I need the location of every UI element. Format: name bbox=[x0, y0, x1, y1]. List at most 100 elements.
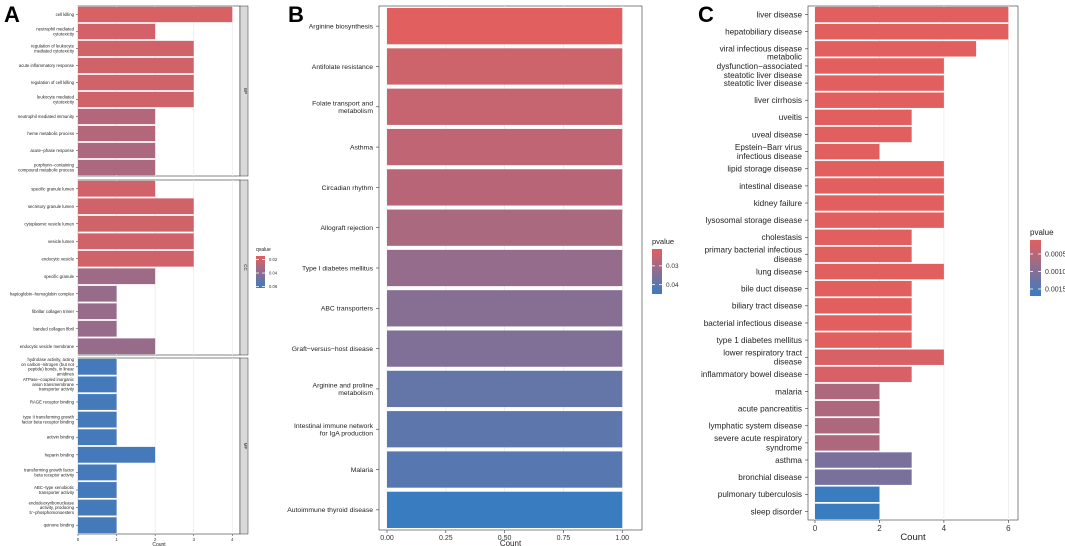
panel-a-strip-label: CC bbox=[243, 264, 248, 271]
panel-a-bar bbox=[78, 446, 156, 463]
panel-a-category-label-line: type II transforming growth bbox=[23, 415, 74, 420]
panel-a-category-label: regulation of leukocyte mediated cytotoxi… bbox=[31, 44, 75, 54]
panel-b-category-label-line: Graft−versus−host disease bbox=[292, 346, 373, 353]
panel-c-bar bbox=[815, 41, 977, 57]
panel-a-bar bbox=[78, 499, 117, 516]
panel-b-category-label-line: Antifolate resistance bbox=[312, 64, 373, 71]
panel-a-xlabel: Count bbox=[152, 542, 166, 546]
panel-a-bar bbox=[78, 268, 156, 285]
panel-c-bar bbox=[815, 143, 880, 160]
panel-c-category-label: liver cirrhosis bbox=[754, 96, 802, 105]
panel-a-category-label: endodeoxyribonuclease activity, producing… bbox=[29, 500, 75, 515]
panel-a-category-label-line: peptide) bonds, in linear bbox=[28, 367, 74, 372]
panel-a-category-label: RAGE receptor binding bbox=[30, 400, 75, 405]
panel-c-category-label: type 1 diabetes mellitus bbox=[716, 336, 802, 345]
panel-b-xlabel: Count bbox=[500, 539, 522, 546]
panel-b-category-label-line: Intestinal immune network bbox=[294, 423, 374, 430]
panel-c-category-label-line: steatotic liver disease bbox=[724, 79, 803, 88]
panel-a-bar bbox=[78, 376, 117, 393]
panel-c-category-label-line: lipid storage disease bbox=[727, 165, 802, 174]
panel-c-category-label-line: acute pancreatitis bbox=[738, 405, 802, 414]
panel-a-category-label-line: RAGE receptor binding bbox=[30, 400, 75, 405]
panel-a-strip bbox=[239, 179, 249, 356]
panel-c-category-label: lower respiratory tract disease bbox=[723, 349, 802, 367]
panel-a-xtick-label: 2 bbox=[154, 537, 157, 542]
panel-a-category-label: vesicle lumen bbox=[48, 239, 75, 244]
panel-a-legend-tick-label: 0.02 bbox=[269, 257, 278, 262]
panel-c-category-label-line: disease bbox=[774, 358, 803, 367]
panel-c-bar bbox=[815, 178, 944, 194]
panel-b-bar bbox=[387, 169, 623, 206]
panel-c-category-label: asthma bbox=[775, 456, 802, 465]
panel-a-category-label-line: fibrillar collagen trimer bbox=[32, 309, 75, 314]
panel-a-category-label-line: neutrophil mediated bbox=[36, 27, 74, 32]
panel-c-category-label-line: malaria bbox=[775, 387, 802, 396]
panel-c-category-label: hepatobiliary disease bbox=[725, 28, 802, 37]
panel-a-xtick-label: 0 bbox=[77, 537, 80, 542]
panel-c-category-label-line: intestinal disease bbox=[739, 182, 802, 191]
panel-c-category-label: lung disease bbox=[756, 267, 802, 276]
panel-b-bar bbox=[387, 209, 623, 246]
panel-b-category-label-line: Autoimmune thyroid disease bbox=[287, 507, 373, 514]
panel-c-category-label: inflammatory bowel disease bbox=[701, 370, 802, 379]
panel-b-category-label-line: Folate transport and bbox=[312, 100, 373, 107]
panel-a-category-label: haptoglobin−hemoglobin complex bbox=[10, 291, 75, 296]
panel-a-category-label-line: cytotoxicity bbox=[53, 99, 75, 104]
panel-c-category-label: intestinal disease bbox=[739, 182, 802, 191]
panel-c-category-label-line: infectious disease bbox=[737, 152, 803, 161]
panel-a-category-label: leukocyte mediated cytotoxicity bbox=[37, 95, 75, 105]
panel-c-category-label-line: bronchial disease bbox=[738, 473, 802, 482]
panel-c-xtick-label: 2 bbox=[877, 524, 882, 533]
panel-a-facet-cc: specific granule lumen secretory granule … bbox=[10, 179, 249, 356]
panel-a-category-label-line: compound metabolic process bbox=[18, 167, 74, 172]
panel-c-category-label: cholestasis bbox=[761, 233, 802, 242]
panel-a-legend-tick-label: 0.04 bbox=[269, 270, 278, 275]
panel-b-category-label-line: Circadian rhythm bbox=[322, 185, 374, 192]
panel-b-category-label: Arginine and proline metabolism bbox=[313, 382, 374, 397]
panel-b-legend-tick-label: 0.03 bbox=[666, 263, 679, 270]
panel-a-category-label-line: leukocyte mediated bbox=[37, 95, 75, 100]
panel-letter-b: B bbox=[288, 2, 304, 27]
panel-b-legend-title: pvalue bbox=[652, 237, 674, 246]
panel-c-bar bbox=[815, 58, 944, 74]
panel-c-legend-title: pvalue bbox=[1030, 228, 1054, 237]
panel-b-category-label: Asthma bbox=[350, 144, 373, 151]
panel-a-bar bbox=[78, 250, 194, 267]
panel-a-category-label: regulation of cell killing bbox=[31, 80, 75, 85]
panel-c-category-label: liver disease bbox=[756, 10, 802, 19]
panel-c-bar bbox=[815, 92, 944, 108]
panel-a-bar bbox=[78, 198, 194, 215]
panel-c-bar bbox=[815, 109, 912, 126]
panel-c-category-label-line: liver cirrhosis bbox=[754, 96, 802, 105]
panel-b-category-label: Type I diabetes mellitus bbox=[302, 265, 374, 272]
panel-a-category-label-line: ABC−type xenobiotic bbox=[34, 485, 75, 490]
panel-a-category-label-line: mediated cytotoxicity bbox=[34, 48, 75, 53]
panel-c-category-label-line: syndrome bbox=[766, 443, 802, 452]
panel-c-bar bbox=[815, 435, 880, 451]
panel-b-category-label: Intestinal immune network for IgA product… bbox=[294, 423, 374, 438]
panel-c-category-label-line: dysfunction−associated bbox=[717, 62, 803, 71]
panel-a-bar bbox=[78, 517, 117, 534]
panel-a-category-label: cell killing bbox=[56, 12, 75, 17]
panel-c-category-label: metabolic dysfunction−associated steatotic… bbox=[717, 53, 803, 80]
panel-a-category-label-line: banded collagen fibril bbox=[33, 326, 74, 331]
panel-b-xtick-label: 0.00 bbox=[380, 535, 394, 542]
panel-c-bar bbox=[815, 6, 1009, 23]
panel-c-xlabel: Count bbox=[900, 532, 926, 543]
panel-c-bar bbox=[815, 126, 912, 143]
panel-c-category-label-line: inflammatory bowel disease bbox=[701, 370, 802, 379]
panel-a-facet-bp: cell killing neutrophil mediated cytotoxic… bbox=[18, 5, 249, 177]
panel-b-bar bbox=[387, 330, 623, 367]
panel-c-bar bbox=[815, 366, 912, 383]
panel-letter-c: C bbox=[698, 2, 714, 27]
panel-a-bar bbox=[78, 320, 117, 337]
panel-a-category-label-line: activity, producing bbox=[40, 505, 75, 510]
panel-c-category-label-line: steatotic liver disease bbox=[724, 71, 803, 80]
panel-c-bar bbox=[815, 469, 912, 485]
panel-a-strip bbox=[239, 357, 249, 535]
panel-c-xtick-label: 4 bbox=[942, 524, 947, 533]
panel-c-category-label-line: pulmonary tuberculosis bbox=[718, 490, 802, 499]
panel-a-bar bbox=[78, 482, 117, 498]
panel-c-category-label-line: sleep disorder bbox=[751, 507, 803, 516]
panel-a-category-label-line: hydrolase activity, acting bbox=[28, 357, 75, 362]
